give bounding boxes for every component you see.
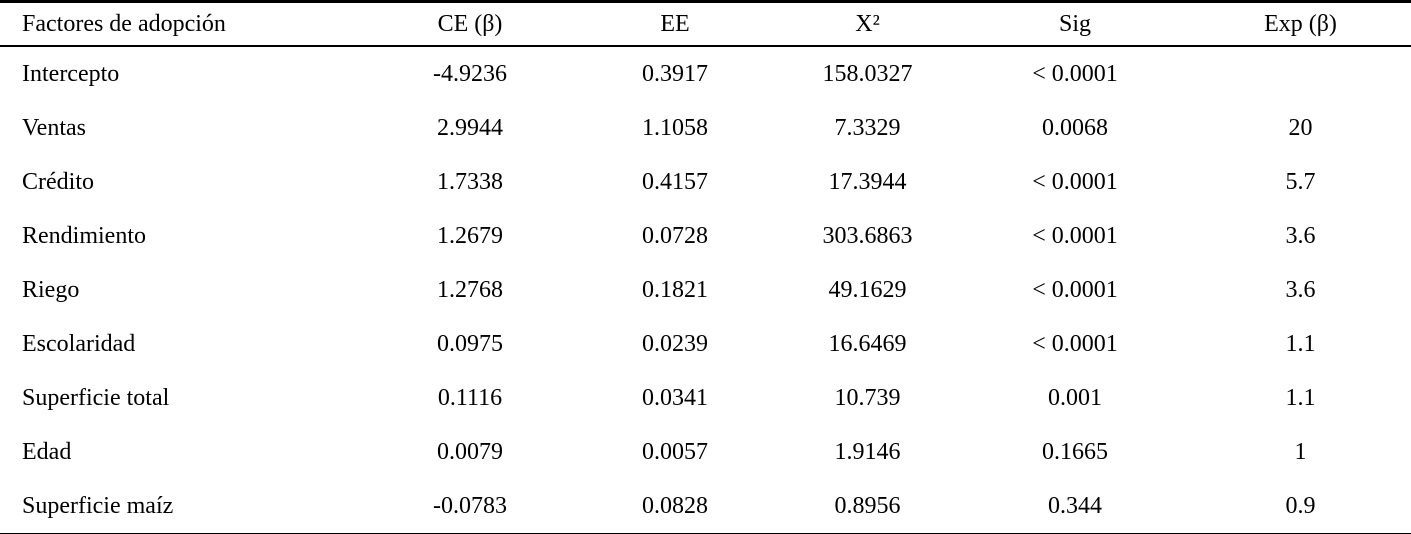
cell-exp: 3.6: [1285, 276, 1316, 303]
cell-x2: 49.1629: [828, 276, 907, 303]
col-header-ee: EE: [575, 1, 775, 47]
cell-ce: 1.7338: [437, 168, 503, 195]
cell-ce: 2.9944: [437, 114, 503, 141]
table-row: Ventas 2.9944 1.1058 7.3329 0.0068 20: [0, 101, 1411, 155]
cell-sig: < 0.0001: [1032, 60, 1118, 87]
cell-exp: 1: [1294, 438, 1307, 465]
cell-ee: 0.4157: [642, 168, 708, 195]
cell-ee: 0.0057: [642, 438, 708, 465]
cell-ee: 0.0728: [642, 222, 708, 249]
cell-sig: 0.001: [1048, 384, 1102, 411]
table-row: Intercepto -4.9236 0.3917 158.0327 < 0.0…: [0, 46, 1411, 101]
cell-factor: Superficie total: [22, 384, 170, 411]
cell-x2: 158.0327: [822, 60, 913, 87]
cell-factor: Escolaridad: [22, 330, 136, 357]
cell-ee: 0.0239: [642, 330, 708, 357]
table-row: Escolaridad 0.0975 0.0239 16.6469 < 0.00…: [0, 317, 1411, 371]
cell-ce: 1.2768: [437, 276, 503, 303]
cell-sig: < 0.0001: [1032, 168, 1118, 195]
cell-sig: < 0.0001: [1032, 276, 1118, 303]
cell-factor: Riego: [22, 276, 80, 303]
col-header-exp: Exp (β): [1190, 1, 1411, 47]
cell-ee: 0.3917: [642, 60, 708, 87]
cell-x2: 303.6863: [822, 222, 913, 249]
table-row: Rendimiento 1.2679 0.0728 303.6863 < 0.0…: [0, 209, 1411, 263]
cell-factor: Rendimiento: [22, 222, 146, 249]
cell-exp: 3.6: [1285, 222, 1316, 249]
cell-factor: Intercepto: [22, 60, 120, 87]
cell-factor: Superficie maíz: [22, 492, 174, 519]
table-row: Edad 0.0079 0.0057 1.9146 0.1665 1: [0, 425, 1411, 479]
cell-factor: Ventas: [22, 114, 86, 141]
cell-x2: 16.6469: [828, 330, 907, 357]
table-row: Riego 1.2768 0.1821 49.1629 < 0.0001 3.6: [0, 263, 1411, 317]
cell-sig: 0.0068: [1042, 114, 1108, 141]
table-row: Superficie total 0.1116 0.0341 10.739 0.…: [0, 371, 1411, 425]
cell-x2: 17.3944: [828, 168, 907, 195]
header-row: Factores de adopción CE (β) EE X² Sig Ex…: [0, 1, 1411, 47]
cell-ee: 0.0828: [642, 492, 708, 519]
cell-ee: 0.0341: [642, 384, 708, 411]
cell-ce: 1.2679: [437, 222, 503, 249]
table-body: Intercepto -4.9236 0.3917 158.0327 < 0.0…: [0, 46, 1411, 534]
cell-exp: 5.7: [1285, 168, 1316, 195]
col-header-ce: CE (β): [365, 1, 575, 47]
cell-sig: < 0.0001: [1032, 330, 1118, 357]
cell-exp: 20: [1288, 114, 1313, 141]
cell-exp: [1190, 46, 1411, 101]
cell-factor: Crédito: [22, 168, 94, 195]
col-header-factores: Factores de adopción: [0, 1, 365, 47]
cell-ce: 0.1116: [437, 384, 503, 411]
cell-x2: 7.3329: [834, 114, 901, 141]
cell-exp: 0.9: [1285, 492, 1316, 519]
cell-ce: -0.0783: [433, 492, 507, 519]
cell-exp: 1.1: [1285, 330, 1316, 357]
col-header-sig: Sig: [960, 1, 1190, 47]
cell-sig: < 0.0001: [1032, 222, 1118, 249]
cell-sig: 0.344: [1048, 492, 1102, 519]
cell-ce: 0.0975: [437, 330, 503, 357]
cell-ce: -4.9236: [433, 60, 507, 87]
table-header: Factores de adopción CE (β) EE X² Sig Ex…: [0, 1, 1411, 47]
cell-x2: 0.8956: [834, 492, 901, 519]
cell-x2: 1.9146: [834, 438, 901, 465]
cell-ee: 0.1821: [642, 276, 708, 303]
cell-x2: 10.739: [834, 384, 901, 411]
cell-ee: 1.1058: [642, 114, 708, 141]
cell-exp: 1.1: [1285, 384, 1316, 411]
cell-factor: Edad: [22, 438, 72, 465]
col-header-x2: X²: [775, 1, 960, 47]
cell-sig: 0.1665: [1042, 438, 1108, 465]
table-row: Crédito 1.7338 0.4157 17.3944 < 0.0001 5…: [0, 155, 1411, 209]
table-row: Superficie maíz -0.0783 0.0828 0.8956 0.…: [0, 479, 1411, 534]
cell-ce: 0.0079: [437, 438, 503, 465]
